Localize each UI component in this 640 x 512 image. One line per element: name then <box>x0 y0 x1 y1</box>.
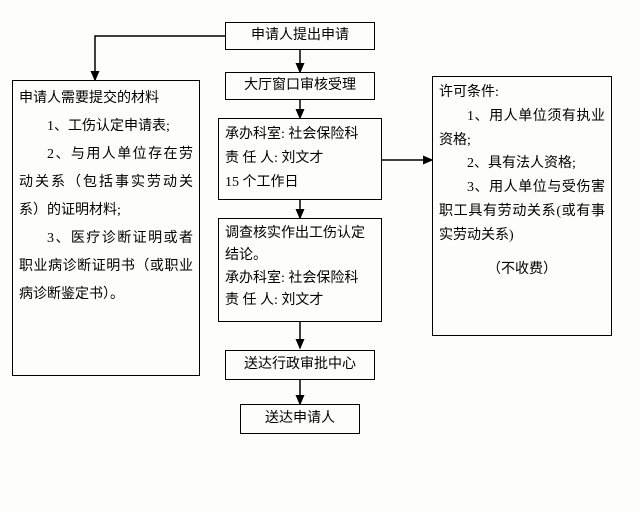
left-p2: 2、与用人单位存在劳动关系（包括事实劳动关系）的证明材料; <box>19 141 193 225</box>
left-title: 申请人需要提交的材料 <box>19 85 193 113</box>
node-conditions: 许可条件: 1、用人单位须有执业资格; 2、具有法人资格; 3、用人单位与受伤害… <box>432 76 612 336</box>
node-send-center: 送达行政审批中心 <box>225 350 375 380</box>
process-l1: 承办科室: 社会保险科 <box>225 123 375 147</box>
investigate-l2: 承办科室: 社会保险科 <box>225 268 375 290</box>
process-l2: 责 任 人: 刘文才 <box>225 147 375 171</box>
right-p1: 1、用人单位须有执业资格; <box>439 105 605 153</box>
node-process: 承办科室: 社会保险科 责 任 人: 刘文才 15 个工作日 <box>218 118 382 200</box>
right-p2: 2、具有法人资格; <box>439 152 605 176</box>
node-investigate: 调查核实作出工伤认定结论。 承办科室: 社会保险科 责 任 人: 刘文才 <box>218 218 382 322</box>
process-l3: 15 个工作日 <box>225 171 375 195</box>
right-title: 许可条件: <box>439 81 605 105</box>
send-center-text: 送达行政审批中心 <box>244 353 356 377</box>
node-materials: 申请人需要提交的材料 1、工伤认定申请表; 2、与用人单位存在劳动关系（包括事实… <box>12 80 200 376</box>
investigate-l3: 责 任 人: 刘文才 <box>225 290 375 312</box>
right-p3: 3、用人单位与受伤害职工具有劳动关系(或有事实劳动关系) <box>439 176 605 247</box>
left-p1: 1、工伤认定申请表; <box>19 113 193 141</box>
accept-text: 大厅窗口审核受理 <box>244 74 356 98</box>
left-p3: 3、医疗诊断证明或者职业病诊断证明书（或职业病诊断鉴定书）。 <box>19 225 193 309</box>
start-text: 申请人提出申请 <box>251 24 349 48</box>
node-accept: 大厅窗口审核受理 <box>225 72 375 100</box>
investigate-l1: 调查核实作出工伤认定结论。 <box>225 223 375 268</box>
node-send-applicant: 送达申请人 <box>240 404 360 434</box>
right-note: （不收费） <box>439 258 605 282</box>
send-applicant-text: 送达申请人 <box>265 407 335 431</box>
node-start: 申请人提出申请 <box>225 22 375 50</box>
